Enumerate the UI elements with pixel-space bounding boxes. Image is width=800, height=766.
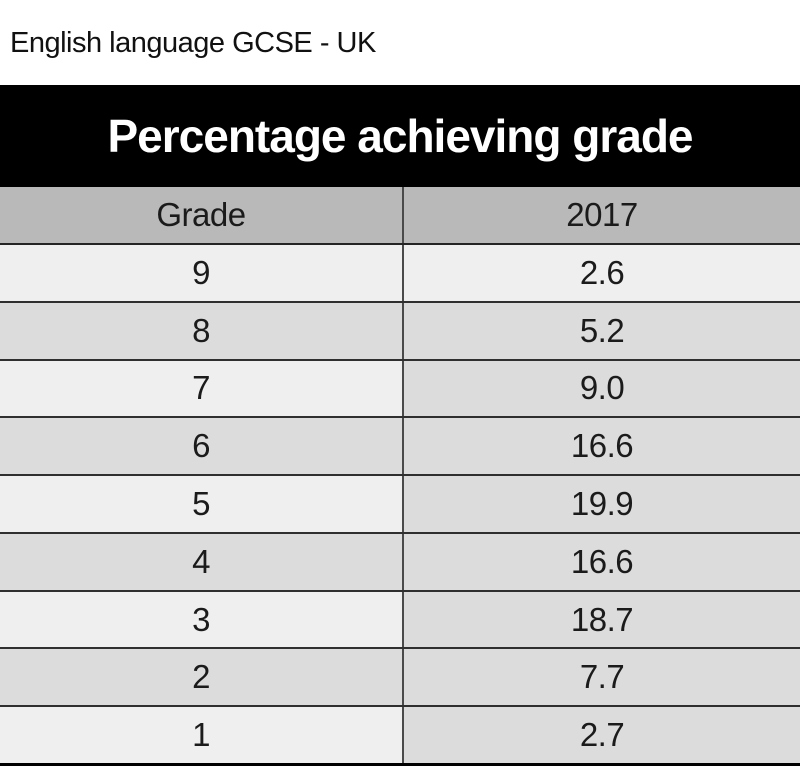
table-title: Percentage achieving grade: [107, 110, 693, 162]
column-header-2017: 2017: [402, 187, 800, 243]
table-row: 5 19.9: [0, 476, 800, 534]
table-row: 8 5.2: [0, 302, 800, 361]
grade-cell: 8: [0, 302, 402, 359]
value-cell: 18.7: [402, 591, 800, 648]
value-cell: 5.2: [402, 302, 800, 359]
value-cell: 7.7: [402, 649, 800, 706]
grade-cell: 3: [0, 591, 402, 648]
table-row: 9 2.6: [0, 245, 800, 303]
grade-cell: 1: [0, 707, 402, 764]
table-row: 2 7.7: [0, 649, 800, 708]
column-header-grade: Grade: [0, 187, 402, 243]
grade-cell: 4: [0, 533, 402, 590]
table-row: 4 16.6: [0, 533, 800, 592]
table-row: 7 9.0: [0, 360, 800, 419]
table-row: 1 2.7: [0, 707, 800, 764]
table-row: 6 16.6: [0, 418, 800, 477]
value-cell: 16.6: [402, 418, 800, 475]
grade-cell: 6: [0, 418, 402, 475]
grade-cell: 9: [0, 245, 402, 301]
value-cell: 2.7: [402, 707, 800, 764]
value-cell: 19.9: [402, 476, 800, 532]
grade-cell: 7: [0, 360, 402, 417]
page-title: English language GCSE - UK: [10, 27, 376, 59]
table-header-row: Grade 2017: [0, 187, 800, 245]
value-cell: 9.0: [402, 360, 800, 417]
grade-cell: 2: [0, 649, 402, 706]
value-cell: 16.6: [402, 533, 800, 590]
value-cell: 2.6: [402, 245, 800, 301]
table-row: 3 18.7: [0, 591, 800, 650]
grade-cell: 5: [0, 476, 402, 532]
table-title-banner: Percentage achieving grade: [0, 85, 800, 187]
table-body: 9 2.6 8 5.2 7 9.0 6 16.6 5 19.9 4 16.6 3 18.7 2 7.7 1 2.7: [0, 245, 800, 764]
